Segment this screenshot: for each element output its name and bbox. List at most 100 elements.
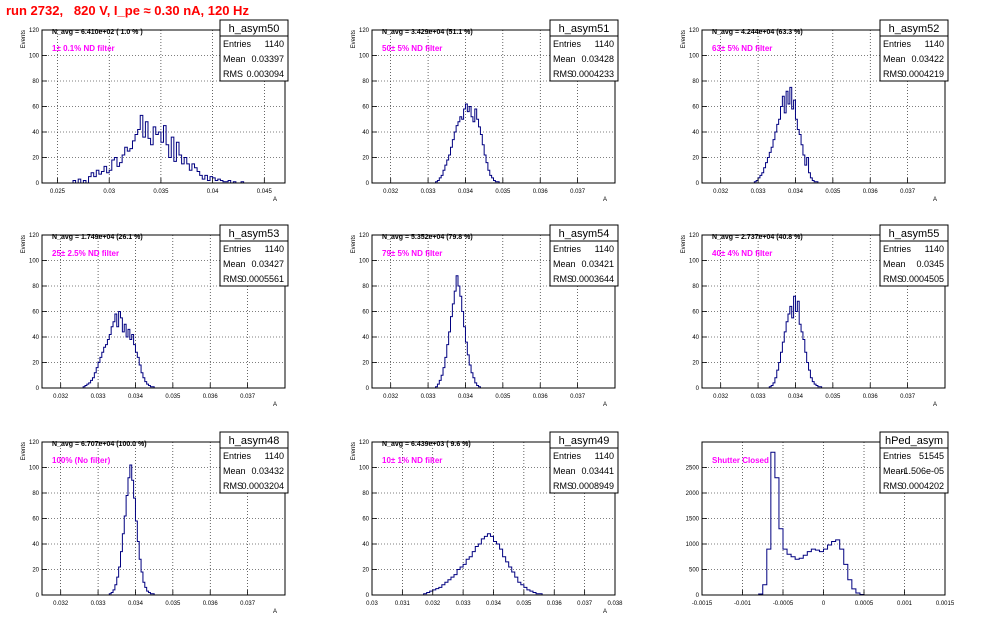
stats-title: h_asym54 [559,228,610,240]
y-tick-label: 20 [362,361,369,367]
stats-key: RMS [883,274,903,284]
y-tick-label: 20 [362,156,369,162]
x-tick-label: 0.036 [533,189,549,195]
y-tick-label: 0 [696,593,700,599]
x-tick-label: 0.0005 [855,601,874,607]
histogram-panel: 0.032 0.033 0.034 0.035 0.036 0.037 0 20 40 60 80 1… [681,19,949,203]
y-tick-label: 20 [32,568,39,574]
y-tick-label: 2500 [686,466,700,472]
y-tick-label: 60 [32,310,39,316]
stats-title: h_asym48 [229,435,280,447]
y-tick-label: 100 [359,466,370,472]
stats-title: h_asym51 [559,23,610,35]
stats-value: 0.0004505 [901,274,944,284]
stats-box [879,19,949,82]
y-tick-label: 20 [692,156,699,162]
histogram-panel: -0.0015 -0.001 -0.0005 0 0.0005 0.001 0.0015 0 5… [686,431,955,607]
histogram-bins [768,295,823,388]
stats-key: RMS [223,481,243,491]
stats-key: RMS [553,274,573,284]
navg-label: N_avg = 5.352e+04 (79.8 %) [382,234,473,241]
stats-key: Mean [883,466,906,476]
stats-value: -1.506e-05 [900,466,944,476]
navg-label: N_avg = 4.244e+04 (63.3 %) [712,29,803,36]
y-tick-label: 100 [359,54,370,60]
x-tick-label: 0.032 [713,394,729,400]
stats-title: h_asym52 [889,23,940,35]
x-tick-label: 0.035 [165,394,181,400]
histogram-bins [423,533,543,595]
filter-label: Shutter Closed [712,456,769,465]
stats-key: Mean [223,259,246,269]
y-tick-label: 120 [689,28,700,34]
filter-label: 1± 0.1% ND filter [52,44,115,53]
x-axis-title: A [603,609,607,615]
filter-label: 79± 5% ND filter [382,249,442,258]
stats-key: RMS [883,481,903,491]
stats-title: h_asym49 [559,435,610,447]
navg-label: N_avg = 6.439e+03 ( 9.6 %) [382,441,471,448]
histogram-bins [72,114,245,184]
y-tick-label: 60 [362,310,369,316]
x-tick-label: 0.0015 [936,601,955,607]
x-tick-label: 0.033 [456,601,472,607]
stats-value: 0.03432 [251,466,284,476]
x-tick-label: 0.033 [421,394,437,400]
histogram-panel: 0.025 0.03 0.035 0.04 0.045 0 20 40 60 80 100 120Ev… [21,19,289,203]
y-axis-title: Events [21,442,27,460]
x-tick-label: 0.036 [203,601,219,607]
x-tick-label: -0.0015 [692,601,713,607]
y-axis-title: Events [681,30,687,48]
stats-box [219,224,289,287]
stats-value: 0.0005561 [241,274,284,284]
run-title: run 2732, 820 V, I_pe ≈ 0.30 nA, 120 Hz [6,3,249,18]
y-tick-label: 0 [366,386,370,392]
x-tick-label: 0.036 [203,394,219,400]
x-axis-title: A [273,609,277,615]
stats-value: 1140 [265,244,284,254]
x-axis-title: A [933,197,937,203]
y-tick-label: 100 [29,259,40,265]
y-tick-label: 0 [36,593,40,599]
filter-label: 25± 2.5% ND filter [52,249,119,258]
stats-value: 0.0003204 [241,481,284,491]
stats-key: Entries [223,244,252,254]
histogram-bins [758,451,865,595]
x-tick-label: 0.032 [53,394,69,400]
y-tick-label: 20 [32,361,39,367]
stats-value: 0.0004219 [901,69,944,79]
x-tick-label: 0.04 [207,189,219,195]
y-tick-label: 2000 [686,491,700,497]
y-tick-label: 60 [362,105,369,111]
y-tick-label: 60 [362,517,369,523]
x-tick-label: -0.0005 [773,601,794,607]
histogram-panel: 0.032 0.033 0.034 0.035 0.036 0.037 0 20 40 60 80 1… [21,224,289,408]
navg-label: N_avg = 6.410e+02 ( 1.0 % ) [52,29,143,36]
x-tick-label: 0.036 [533,394,549,400]
histogram-bins [82,311,155,388]
stats-value: 0.03422 [911,54,944,64]
stats-value: 1140 [595,39,614,49]
x-axis-title: A [603,197,607,203]
stats-key: Entries [553,451,582,461]
stats-box [219,431,289,494]
y-tick-label: 80 [362,284,369,290]
y-tick-label: 120 [29,233,40,239]
y-axis-title: Events [681,235,687,253]
stats-title: h_asym55 [889,228,940,240]
x-tick-label: 0.033 [751,189,767,195]
navg-label: N_avg = 1.749e+04 (26.1 %) [52,234,143,241]
y-axis-title: Events [21,30,27,48]
stats-value: 1140 [925,39,944,49]
y-tick-label: 40 [362,542,369,548]
y-tick-label: 40 [32,542,39,548]
x-axis-title: A [603,402,607,408]
y-tick-label: 0 [366,593,370,599]
stats-box [549,19,619,82]
x-tick-label: 0.035 [165,601,181,607]
stats-value: 0.0345 [916,259,944,269]
histogram-panel: 0.032 0.033 0.034 0.035 0.036 0.037 0 20 40 60 80 1… [21,431,289,615]
x-axis-title: A [273,197,277,203]
y-tick-label: 120 [359,440,370,446]
histogram-bins [435,275,481,388]
